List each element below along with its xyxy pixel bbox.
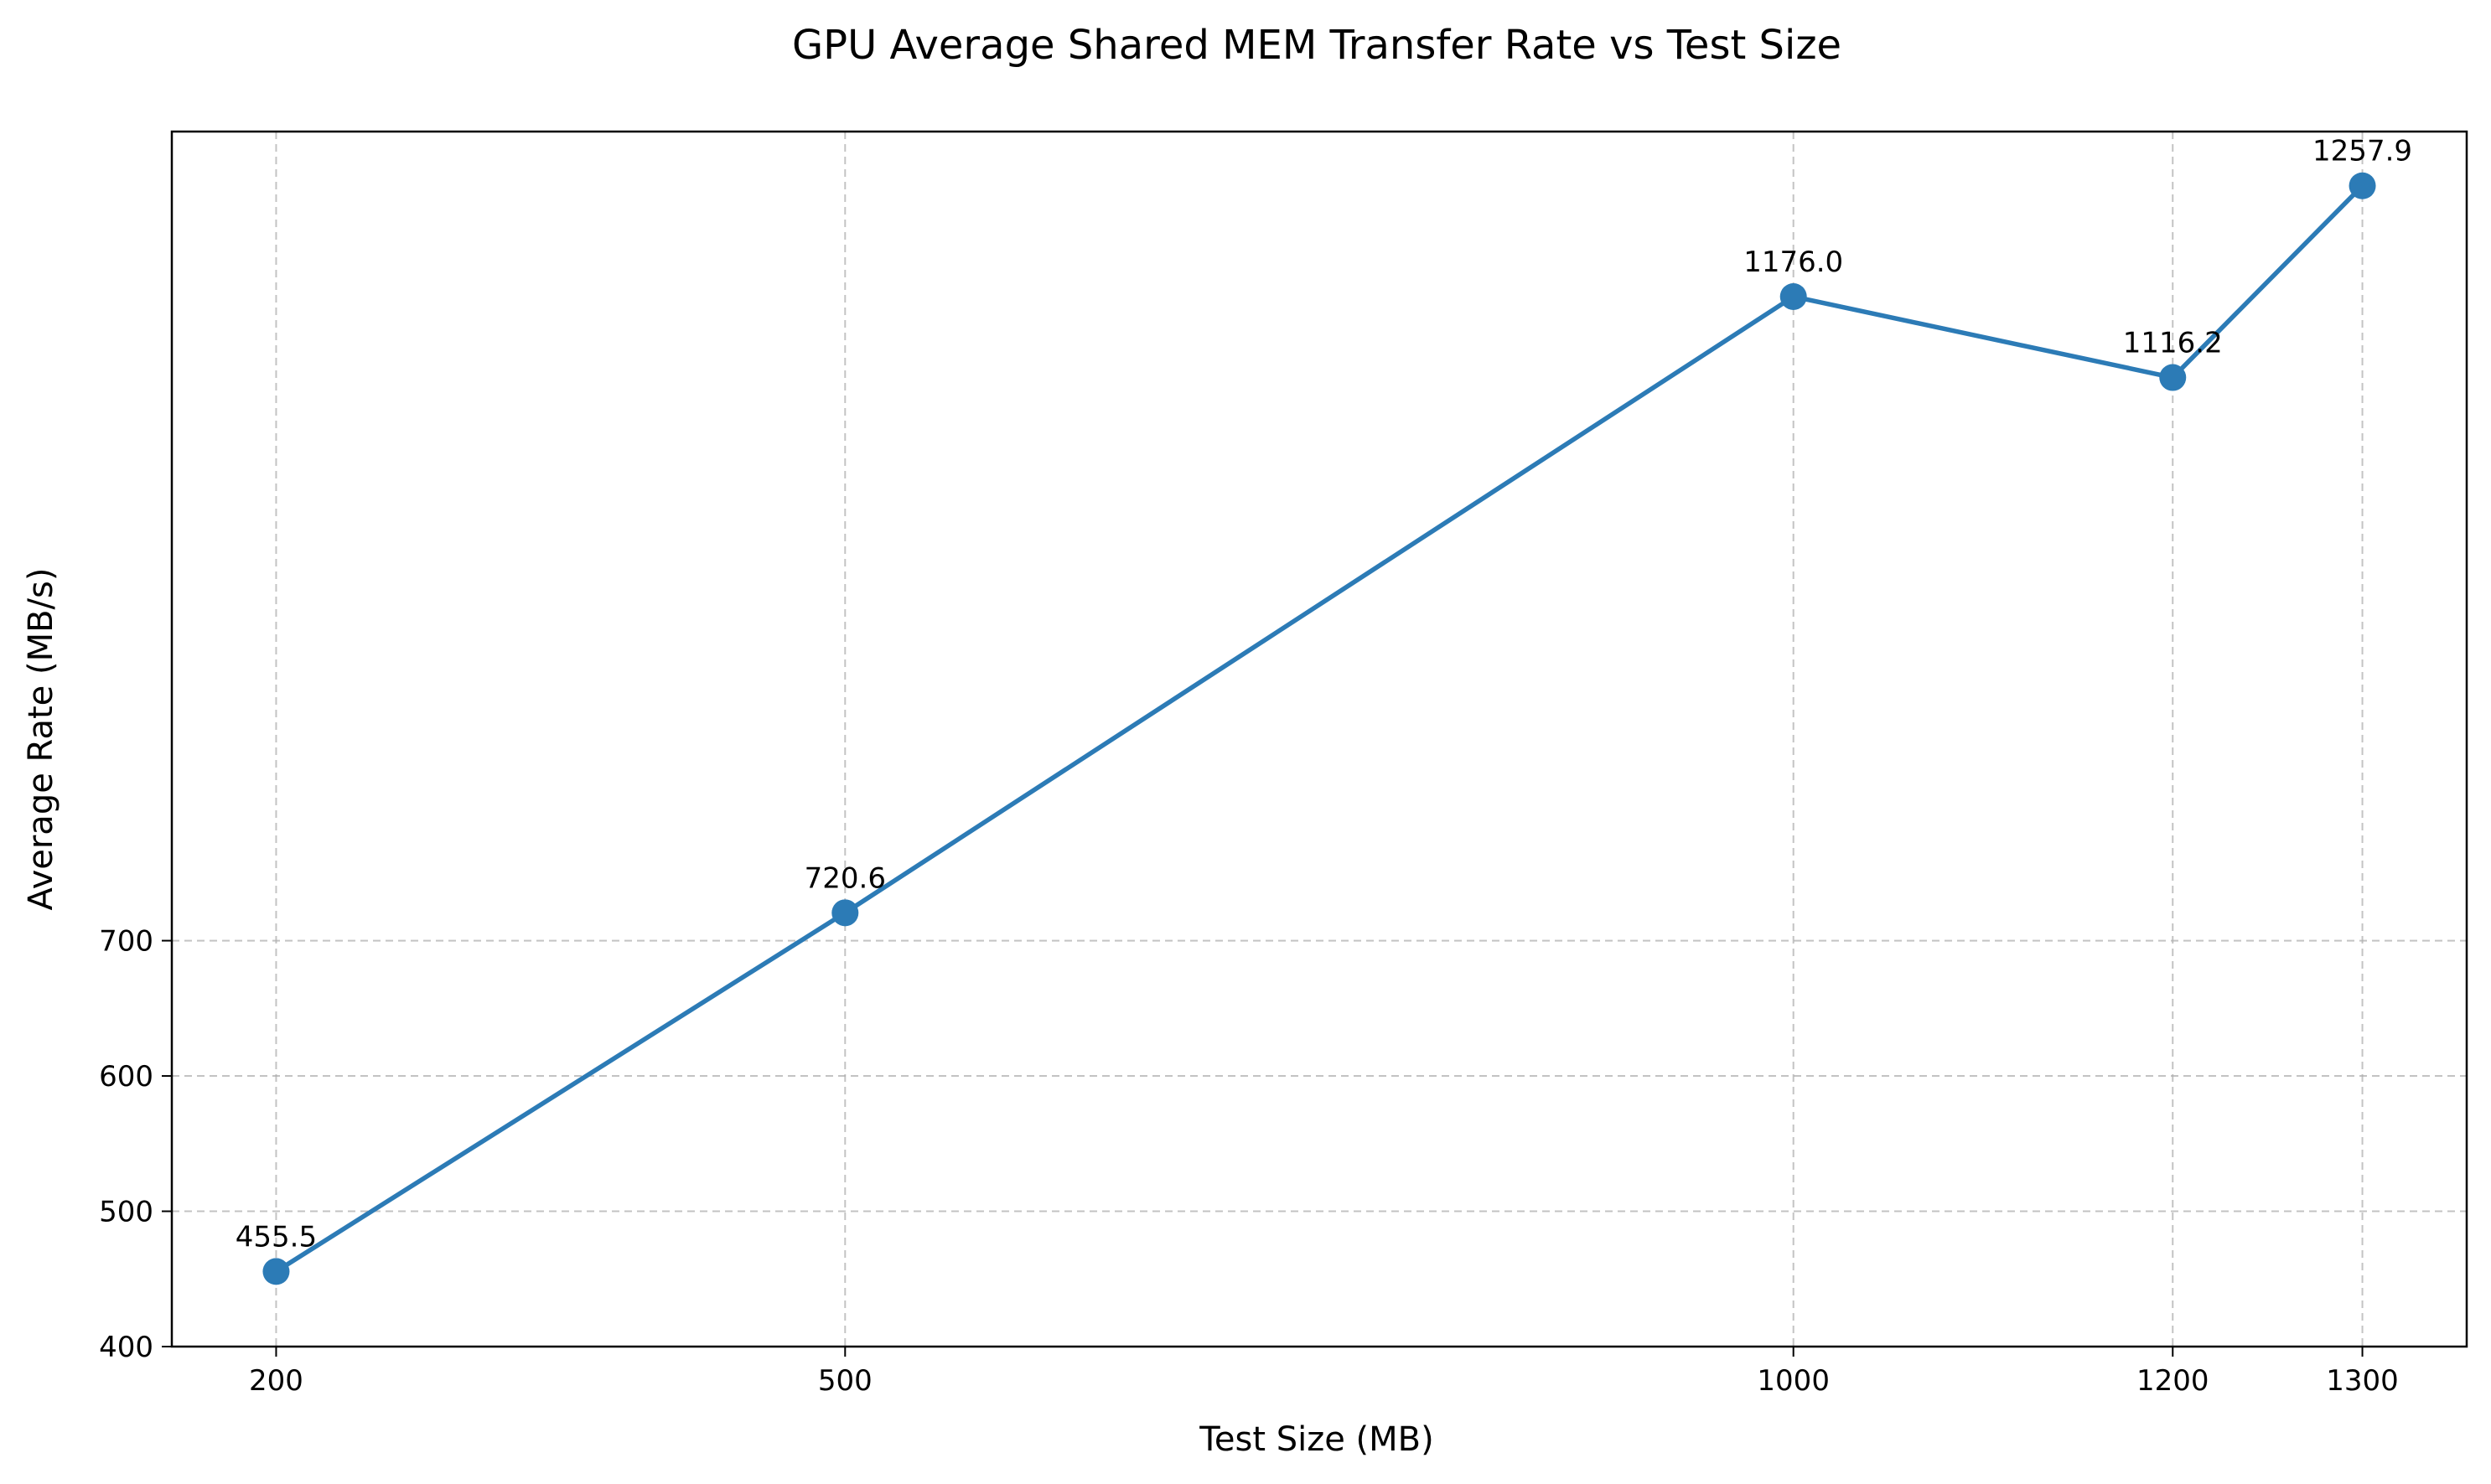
x-tick-label: 1000 — [1757, 1364, 1830, 1398]
chart-title: GPU Average Shared MEM Transfer Rate vs … — [792, 22, 1841, 69]
y-tick-label: 400 — [99, 1331, 153, 1364]
x-tick-label: 200 — [249, 1364, 303, 1398]
x-tick-label: 1300 — [2326, 1364, 2399, 1398]
series-line — [274, 184, 2364, 1274]
data-label: 1257.9 — [2312, 135, 2412, 168]
data-point — [831, 899, 859, 927]
data-label: 455.5 — [236, 1220, 317, 1254]
data-point — [262, 1258, 290, 1285]
data-point — [2349, 172, 2376, 199]
data-point — [2159, 364, 2187, 391]
x-tick-label: 500 — [818, 1364, 873, 1398]
data-point — [1779, 282, 1807, 310]
data-label: 1176.0 — [1743, 246, 1843, 279]
axis-ticks: 200 500 1000 1200 1300 400 500 600 700 — [99, 925, 2399, 1398]
data-label: 1116.2 — [2123, 327, 2223, 360]
x-axis-label: Test Size (MB) — [1199, 1420, 1433, 1459]
data-label: 720.6 — [805, 861, 886, 895]
y-tick-label: 600 — [99, 1060, 153, 1094]
plot-frame — [170, 130, 2468, 1348]
x-tick-label: 1200 — [2136, 1364, 2209, 1398]
y-tick-label: 700 — [99, 925, 153, 959]
series-group: 455.5 720.6 1176.0 1116.2 1257.9 — [236, 135, 2412, 1285]
y-axis-label: Average Rate (MB/s) — [22, 568, 60, 911]
y-tick-label: 500 — [99, 1196, 153, 1229]
gridlines — [172, 132, 2467, 1347]
